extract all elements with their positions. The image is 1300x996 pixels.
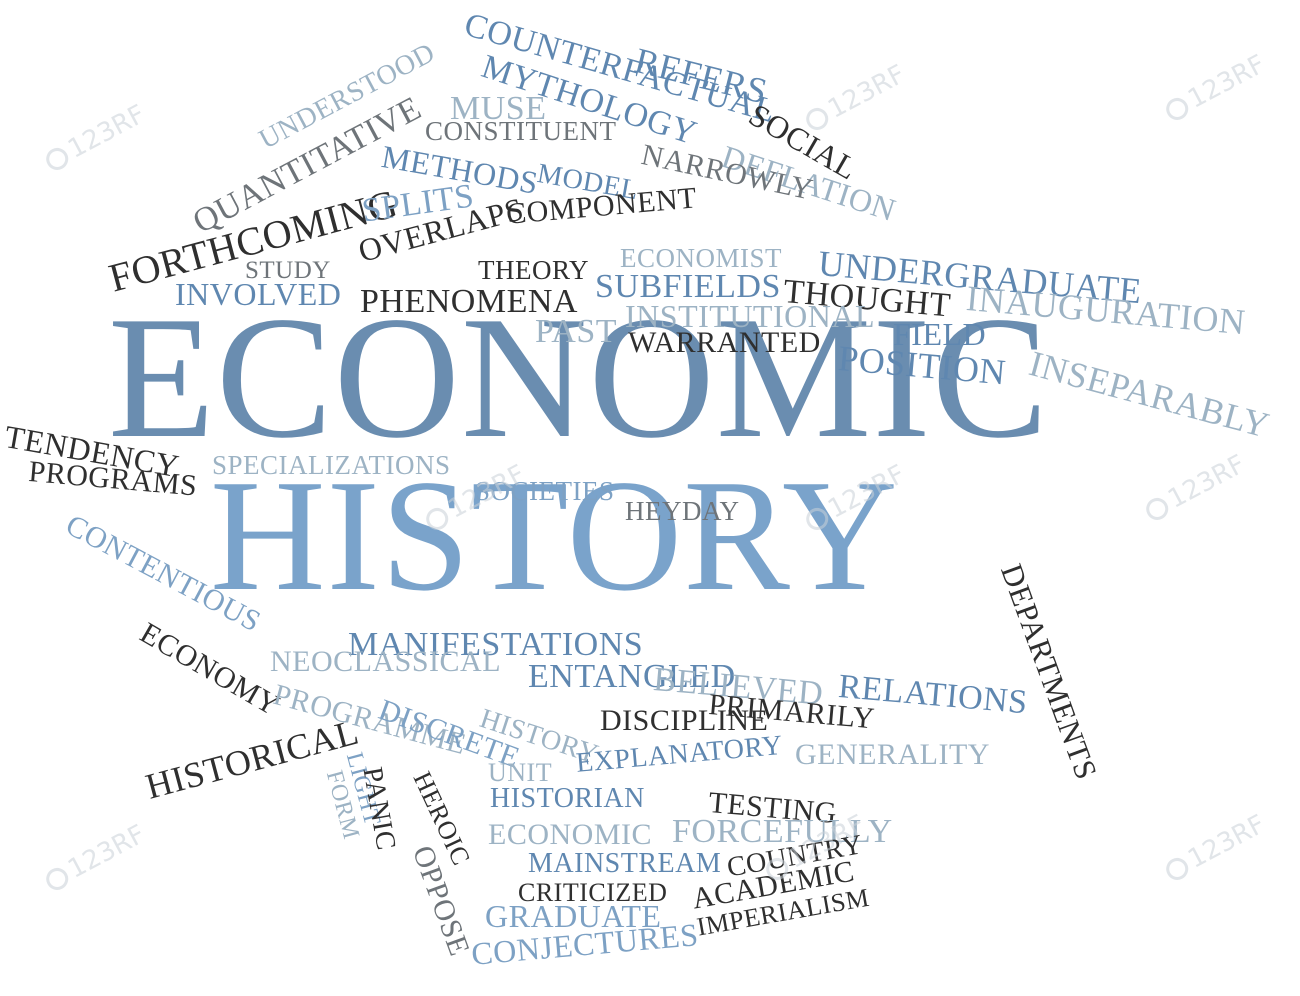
cloud-word: HEYDAY <box>625 496 740 526</box>
cloud-word: PANIC <box>356 764 402 853</box>
cloud-word: INSTITUTIONAL <box>625 298 875 334</box>
cloud-word: PAST <box>535 313 618 350</box>
cloud-word: FORCEFULLY <box>672 813 893 850</box>
cloud-word: DEPARTMENTS <box>993 559 1105 785</box>
cloud-word: EXPLANATORY <box>574 729 784 779</box>
cloud-word: HISTORIAN <box>490 783 645 814</box>
cloud-word: INVOLVED <box>175 276 342 312</box>
cloud-word: SUBFIELDS <box>595 268 781 305</box>
cloud-word: MUSE <box>450 90 547 127</box>
cloud-word: ECONOMY <box>134 616 286 723</box>
cloud-word: PHENOMENA <box>360 283 578 320</box>
cloud-word: STUDY <box>245 257 331 284</box>
cloud-word: UNIT <box>488 758 553 787</box>
cloud-word: CRITICIZED <box>518 878 668 907</box>
cloud-word: ENTANGLED <box>528 658 736 695</box>
cloud-word: HISTORY <box>210 446 899 624</box>
cloud-word: MAINSTREAM <box>528 848 722 879</box>
cloud-word: SOCIETIES <box>475 476 615 506</box>
cloud-word: ECONOMIST <box>620 243 783 273</box>
cloud-word: CONSTITUENT <box>425 116 617 146</box>
cloud-word: INSEPARABLY <box>1025 343 1274 446</box>
cloud-word: NEOCLASSICAL <box>270 645 502 678</box>
cloud-word: GRADUATE <box>485 898 662 934</box>
cloud-word: MANIFESTATIONS <box>348 626 644 663</box>
cloud-word: GENERALITY <box>795 738 990 771</box>
cloud-word: ECONOMIC <box>488 818 653 851</box>
cloud-word: SPECIALIZATIONS <box>212 450 451 480</box>
cloud-word: FIELD <box>893 316 987 352</box>
cloud-word: THEORY <box>478 255 589 285</box>
cloud-word: DISCIPLINE <box>600 704 769 737</box>
cloud-word: ECONOMIC <box>108 280 1050 474</box>
cloud-word: WARRANTED <box>628 326 821 359</box>
